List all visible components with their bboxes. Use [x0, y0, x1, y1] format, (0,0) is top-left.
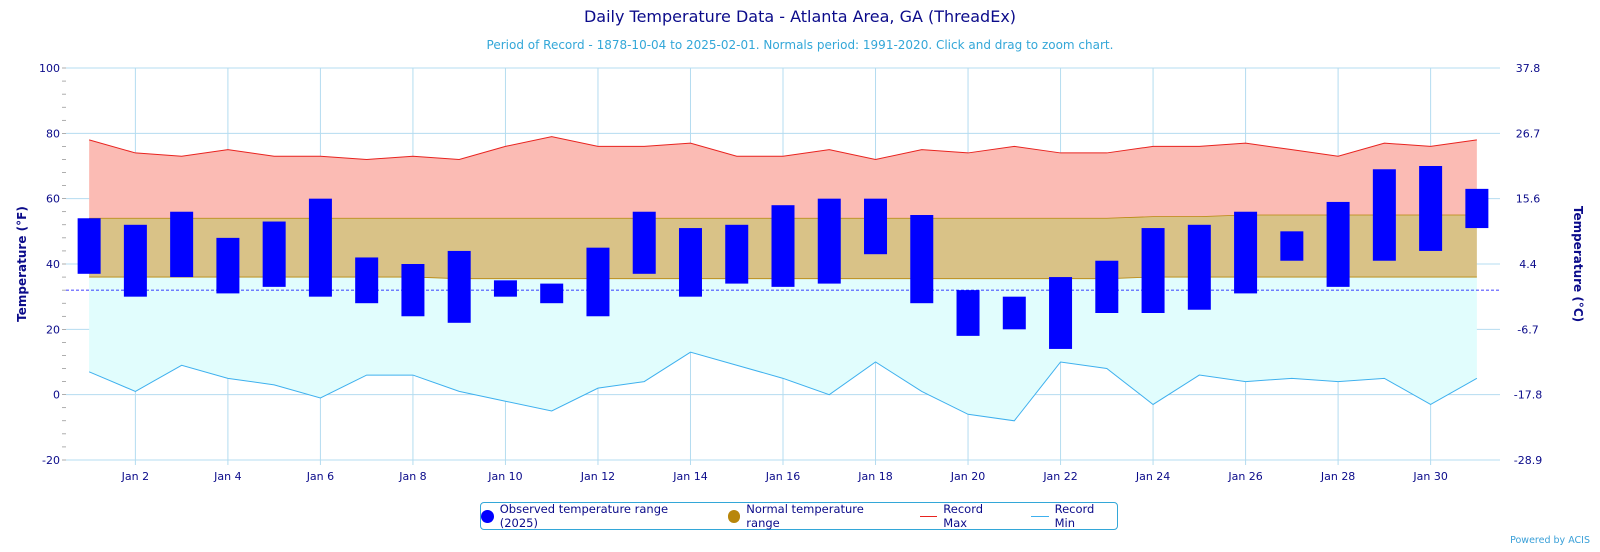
y-axis-tick-label: 80 — [46, 127, 60, 140]
record-min-area — [89, 277, 1477, 421]
y-axis-right-tick-label: 4.4 — [1519, 258, 1537, 271]
x-axis-tick-label: Jan 10 — [487, 470, 522, 483]
observed-range-bar[interactable] — [725, 224, 749, 284]
observed-range-bar[interactable] — [817, 198, 841, 284]
x-axis-tick-label: Jan 2 — [121, 470, 149, 483]
observed-range-bar[interactable] — [216, 237, 240, 294]
y-axis-title: Temperature (°F) — [15, 206, 29, 322]
legend-observed-symbol — [481, 509, 494, 523]
legend-record-min-label: Record Min — [1054, 502, 1095, 530]
observed-range-bar[interactable] — [447, 250, 471, 323]
observed-range-bar[interactable] — [678, 228, 702, 297]
x-axis-tick-label: Jan 30 — [1412, 470, 1447, 483]
x-axis-tick-label: Jan 6 — [306, 470, 334, 483]
y-axis-tick-label: -20 — [42, 454, 60, 467]
observed-range-bar[interactable] — [1419, 166, 1443, 251]
observed-range-bar[interactable] — [632, 211, 656, 274]
observed-range-bar[interactable] — [771, 205, 795, 287]
x-axis-tick-label: Jan 28 — [1320, 470, 1355, 483]
y-axis-tick-label: 100 — [39, 62, 60, 75]
y-axis-right-tick-label: -28.9 — [1514, 454, 1542, 467]
observed-range-bar[interactable] — [586, 247, 610, 317]
y-axis-tick-label: 60 — [46, 193, 60, 206]
x-axis-tick-label: Jan 20 — [950, 470, 985, 483]
observed-range-bar[interactable] — [1095, 260, 1119, 313]
observed-range-bar[interactable] — [1141, 228, 1165, 313]
observed-range-bar[interactable] — [1280, 231, 1304, 261]
record-max-area — [89, 136, 1477, 219]
observed-range-bar[interactable] — [910, 215, 934, 304]
observed-range-bar[interactable] — [355, 257, 379, 304]
observed-range-bar[interactable] — [956, 290, 980, 336]
legend-normal-label: Normal temperature range — [746, 502, 864, 530]
y-axis-right-title: Temperature (°C) — [1571, 206, 1585, 322]
x-axis-tick-label: Jan 18 — [857, 470, 892, 483]
observed-range-bar[interactable] — [1234, 211, 1258, 294]
legend-normal-symbol — [727, 509, 741, 523]
legend-item-normal[interactable]: Normal temperature range — [727, 502, 898, 530]
y-axis-tick-label: 20 — [46, 323, 60, 336]
observed-range-bar[interactable] — [540, 283, 564, 304]
y-axis-right-tick-label: 15.6 — [1516, 193, 1541, 206]
legend-record-max-symbol — [919, 515, 938, 517]
observed-range-bar[interactable] — [493, 280, 517, 297]
x-axis-tick-label: Jan 14 — [672, 470, 707, 483]
observed-range-bar[interactable] — [1326, 201, 1350, 287]
chart-legend: Observed temperature range (2025) Normal… — [480, 502, 1118, 530]
observed-range-bar[interactable] — [864, 198, 888, 255]
y-axis-right-tick-label: -6.7 — [1517, 323, 1538, 336]
y-axis-right-tick-label: 37.8 — [1516, 62, 1541, 75]
legend-record-min-symbol — [1031, 515, 1049, 517]
x-axis-tick-label: Jan 26 — [1227, 470, 1262, 483]
observed-range-bar[interactable] — [1465, 188, 1489, 229]
observed-range-bar[interactable] — [1372, 169, 1396, 261]
observed-range-bar[interactable] — [401, 264, 425, 317]
x-axis-tick-label: Jan 12 — [580, 470, 615, 483]
credits-link[interactable]: Powered by ACIS — [1510, 535, 1590, 546]
observed-range-bar[interactable] — [77, 218, 101, 274]
x-axis-tick-label: Jan 4 — [213, 470, 241, 483]
record-min-line[interactable] — [88, 351, 1478, 422]
legend-item-record-min[interactable]: Record Min — [1031, 502, 1117, 530]
y-axis-right-tick-label: -17.8 — [1514, 389, 1542, 402]
chart-title: Daily Temperature Data - Atlanta Area, G… — [583, 7, 1017, 26]
x-axis-tick-label: Jan 22 — [1042, 470, 1077, 483]
observed-range-bar[interactable] — [1049, 277, 1073, 349]
y-axis-tick-label: 40 — [46, 258, 60, 271]
observed-range-bar[interactable] — [1002, 296, 1026, 330]
legend-observed-label: Observed temperature range (2025) — [499, 502, 669, 530]
observed-range-bar[interactable] — [262, 221, 286, 287]
x-axis-tick-label: Jan 24 — [1135, 470, 1170, 483]
legend-item-record-max[interactable]: Record Max — [919, 502, 1009, 530]
observed-range-bar[interactable] — [308, 198, 332, 297]
observed-range-bar[interactable] — [123, 224, 147, 297]
y-axis-tick-label: 0 — [53, 389, 60, 402]
observed-range-bar[interactable] — [1187, 224, 1211, 310]
legend-item-observed[interactable]: Observed temperature range (2025) — [481, 502, 706, 530]
chart-subtitle: Period of Record - 1878-10-04 to 2025-02… — [486, 38, 1114, 52]
x-axis-tick-label: Jan 16 — [765, 470, 800, 483]
record-max-line[interactable] — [88, 136, 1477, 160]
x-axis-tick-label: Jan 8 — [398, 470, 426, 483]
y-axis-right-tick-label: 26.7 — [1516, 127, 1541, 140]
observed-range-bar[interactable] — [170, 211, 194, 278]
legend-record-max-label: Record Max — [943, 502, 984, 530]
